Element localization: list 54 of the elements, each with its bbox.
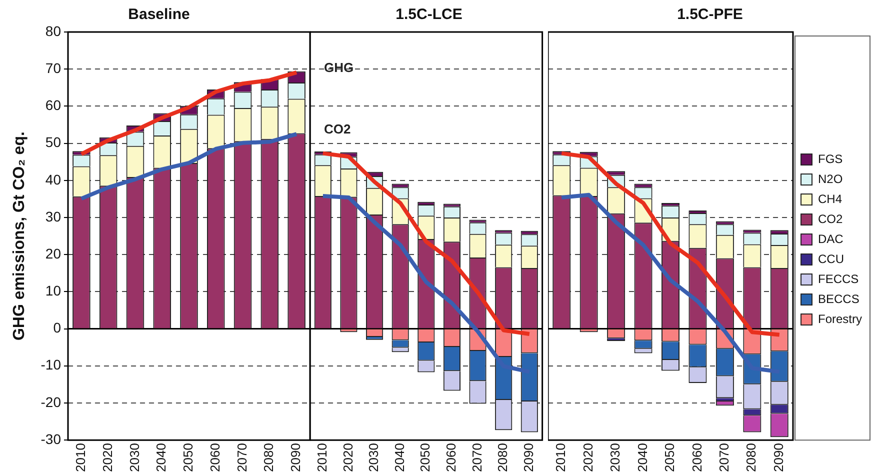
x-tick-label: 2090 [770, 443, 786, 472]
legend-label: BECCS [818, 292, 860, 306]
y-tick-label: -30 [40, 430, 62, 447]
y-tick-label: 50 [45, 134, 62, 150]
x-tick-label: 2080 [744, 443, 759, 472]
y-axis-title: GHG emissions, Gt CO₂ eq. [11, 132, 28, 341]
legend-label: N2O [818, 172, 843, 186]
x-tick-label: 2010 [314, 443, 330, 472]
legend-label: CCU [818, 252, 844, 266]
y-tick-label: 80 [45, 22, 62, 39]
x-tick-label: 2080 [261, 443, 276, 472]
x-tick-label: 2040 [154, 443, 169, 472]
y-tick-label: -20 [40, 394, 62, 410]
x-tick-label: 2050 [418, 443, 433, 472]
y-tick-label: -10 [40, 356, 62, 373]
x-tick-label: 2030 [608, 443, 623, 472]
x-tick-label: 2040 [392, 443, 407, 472]
chart-title: Baseline [128, 6, 190, 24]
y-tick-label: 40 [45, 171, 62, 188]
text: CO2 [324, 122, 351, 137]
legend-label: DAC [818, 232, 844, 246]
x-tick-label: 2060 [207, 443, 222, 472]
legend-label: CO2 [818, 212, 843, 226]
legend-label: FECCS [818, 272, 859, 286]
x-tick-label: 2060 [444, 443, 459, 472]
x-tick-label: 2020 [580, 443, 596, 472]
x-tick-label: 2070 [234, 443, 250, 472]
legend-label: Forestry [818, 312, 862, 326]
chart-title: 1.5C-LCE [396, 6, 462, 24]
x-tick-label: 2080 [495, 443, 510, 472]
x-tick-label: 2030 [126, 443, 142, 472]
y-tick-label: 10 [45, 282, 62, 299]
x-tick-label: 2010 [73, 443, 88, 472]
x-tick-label: 2060 [689, 443, 704, 472]
y-tick-label: 60 [45, 97, 62, 114]
x-tick-label: 2020 [100, 443, 115, 472]
legend-label: CH4 [818, 192, 842, 206]
y-tick-label: 70 [45, 60, 62, 76]
x-tick-label: 2090 [520, 443, 536, 472]
text: GHG [324, 60, 354, 76]
x-tick-label: 2050 [662, 443, 678, 472]
x-tick-label: 2070 [469, 443, 484, 472]
x-tick-label: 2020 [340, 443, 356, 472]
legend-label: FGS [818, 152, 843, 166]
x-tick-label: 2040 [634, 443, 650, 472]
x-tick-label: 2050 [180, 443, 196, 472]
chart-title: 1.5C-PFE [677, 6, 743, 24]
y-tick-label: 20 [45, 245, 62, 262]
x-tick-label: 2010 [553, 443, 568, 472]
y-tick-label: 30 [45, 208, 62, 224]
x-tick-label: 2030 [366, 443, 382, 472]
x-tick-label: 2070 [716, 443, 732, 472]
x-tick-label: 2090 [288, 443, 304, 472]
y-tick-label: 0 [53, 320, 62, 336]
